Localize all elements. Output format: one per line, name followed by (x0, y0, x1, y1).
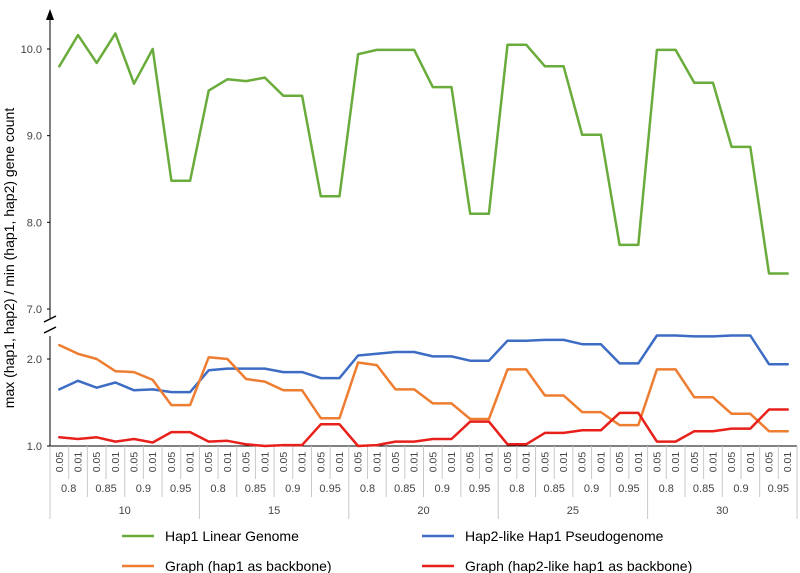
x-pvalue-label: 0.01 (409, 452, 421, 473)
x-threshold-label: 0.9 (435, 483, 450, 495)
series-line-4 (59, 410, 787, 447)
x-pvalue-label: 0.05 (577, 452, 589, 473)
x-pvalue-label: 0.01 (521, 452, 533, 473)
x-pvalue-label: 0.01 (222, 452, 234, 473)
series-line-3 (59, 345, 787, 431)
y-tick-label: 9.0 (27, 131, 42, 143)
x-pvalue-label: 0.05 (91, 452, 103, 473)
x-threshold-label: 0.95 (618, 483, 639, 495)
x-pvalue-label: 0.01 (73, 452, 85, 473)
x-pvalue-label: 0.05 (278, 452, 290, 473)
x-pvalue-label: 0.05 (465, 452, 477, 473)
x-threshold-label: 0.8 (509, 483, 524, 495)
x-pvalue-label: 0.01 (259, 452, 271, 473)
x-threshold-label: 0.9 (285, 483, 300, 495)
x-pvalue-label: 0.01 (110, 452, 122, 473)
x-pvalue-label: 0.05 (390, 452, 402, 473)
x-pvalue-label: 0.01 (334, 452, 346, 473)
x-threshold-label: 0.9 (733, 483, 748, 495)
series-line-2 (59, 336, 787, 393)
x-pvalue-label: 0.01 (446, 452, 458, 473)
x-pvalue-label: 0.01 (483, 452, 495, 473)
x-pvalue-label: 0.01 (707, 452, 719, 473)
x-pvalue-label: 0.05 (353, 452, 365, 473)
x-threshold-label: 0.95 (319, 483, 340, 495)
y-axis-title: max (hap1, hap2) / min (hap1, hap2) gene… (1, 108, 17, 409)
legend-label: Hap1 Linear Genome (165, 528, 299, 544)
y-tick-label: 7.0 (27, 304, 42, 316)
x-pvalue-label: 0.05 (763, 452, 775, 473)
axis-break-mark (44, 327, 56, 333)
x-threshold-label: 0.95 (469, 483, 490, 495)
x-threshold-label: 0.85 (544, 483, 565, 495)
x-group-label: 30 (716, 505, 728, 517)
y-tick-label: 10.0 (21, 44, 42, 56)
x-pvalue-label: 0.05 (614, 452, 626, 473)
x-pvalue-label: 0.01 (633, 452, 645, 473)
x-pvalue-label: 0.05 (427, 452, 439, 473)
x-threshold-label: 0.8 (360, 483, 375, 495)
series-lines (59, 33, 787, 446)
x-threshold-label: 0.8 (659, 483, 674, 495)
x-pvalue-label: 0.05 (166, 452, 178, 473)
series-line-1 (59, 33, 787, 273)
x-pvalue-label: 0.05 (726, 452, 738, 473)
x-pvalue-label: 0.01 (595, 452, 607, 473)
x-threshold-label: 0.95 (170, 483, 191, 495)
x-pvalue-label: 0.05 (54, 452, 66, 473)
y-tick-label: 2.0 (27, 354, 42, 366)
x-pvalue-label: 0.05 (315, 452, 327, 473)
x-threshold-label: 0.8 (210, 483, 225, 495)
x-pvalue-label: 0.01 (185, 452, 197, 473)
x-threshold-label: 0.85 (394, 483, 415, 495)
x-pvalue-label: 0.01 (558, 452, 570, 473)
x-pvalue-label: 0.05 (651, 452, 663, 473)
y-tick-label: 8.0 (27, 217, 42, 229)
x-threshold-label: 0.8 (61, 483, 76, 495)
x-pvalue-label: 0.01 (670, 452, 682, 473)
x-pvalue-label: 0.01 (782, 452, 794, 473)
x-threshold-label: 0.85 (693, 483, 714, 495)
x-threshold-label: 0.9 (136, 483, 151, 495)
legend-label: Hap2-like Hap1 Pseudogenome (465, 528, 664, 544)
x-pvalue-label: 0.05 (129, 452, 141, 473)
x-pvalue-label: 0.05 (539, 452, 551, 473)
x-group-label: 15 (268, 505, 280, 517)
x-pvalue-label: 0.05 (689, 452, 701, 473)
x-pvalue-label: 0.05 (203, 452, 215, 473)
x-threshold-label: 0.85 (245, 483, 266, 495)
y-axis-arrow (46, 9, 54, 20)
x-pvalue-label: 0.01 (745, 452, 757, 473)
x-threshold-label: 0.85 (95, 483, 116, 495)
x-pvalue-label: 0.05 (241, 452, 253, 473)
y-axis: 1.0 2.0 7.0 8.0 9.0 10.0 (21, 9, 56, 453)
y-tick-label: 1.0 (27, 441, 42, 453)
legend-label: Graph (hap1 as backbone) (165, 558, 332, 573)
x-group-label: 10 (119, 505, 131, 517)
x-pvalue-label: 0.01 (147, 452, 159, 473)
legend-label: Graph (hap2-like hap1 as backbone) (465, 558, 692, 573)
x-group-label: 25 (567, 505, 579, 517)
x-threshold-label: 0.9 (584, 483, 599, 495)
legend: Hap1 Linear Genome Hap2-like Hap1 Pseudog… (122, 528, 692, 573)
x-pvalue-label: 0.05 (502, 452, 514, 473)
x-pvalue-label: 0.01 (371, 452, 383, 473)
x-pvalue-label: 0.01 (297, 452, 309, 473)
x-group-label: 20 (417, 505, 429, 517)
x-threshold-label: 0.95 (768, 483, 789, 495)
